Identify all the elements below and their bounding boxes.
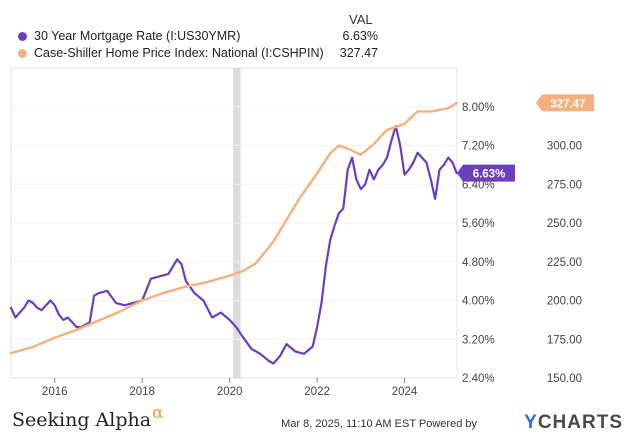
y-left-tick-label: 6.40% (462, 179, 495, 191)
chart-legend: VAL 30 Year Mortgage Rate (I:US30YMR) 6.… (0, 0, 635, 70)
y-right-tick-label: 150.00 (547, 373, 582, 385)
legend-value-home-price-index: 327.47 (339, 46, 378, 60)
mortgage-rate-value-label: 6.63% (473, 169, 506, 181)
x-tick-label: 2024 (392, 386, 418, 398)
y-left-tick-label: 4.00% (462, 296, 495, 308)
y-left-tick-label: 2.40% (462, 373, 495, 385)
x-tick-label: 2016 (42, 386, 68, 398)
ycharts-logo-text: CHARTS (537, 412, 623, 433)
y-left-tick-label: 5.60% (462, 218, 495, 230)
seeking-alpha-logo: Seeking Alphaα (12, 403, 164, 431)
legend-item-mortgage-rate[interactable]: 30 Year Mortgage Rate (I:US30YMR) 6.63% (18, 29, 378, 47)
alpha-icon: α (152, 403, 164, 423)
y-right-tick-label: 250.00 (547, 218, 582, 230)
y-right-tick-label: 225.00 (547, 257, 582, 269)
y-left-tick-label: 3.20% (462, 334, 495, 346)
y-right-tick-label: 175.00 (547, 334, 582, 346)
mortgage-rate-flag (457, 164, 515, 182)
x-tick-label: 2020 (217, 386, 243, 398)
y-right-tick-label: 275.00 (547, 179, 582, 191)
chart-timestamp: Mar 8, 2025, 11:10 AM EST Powered by (281, 418, 477, 430)
x-tick-label: 2018 (129, 386, 155, 398)
footer: Seeking Alphaα Mar 8, 2025, 11:10 AM EST… (0, 403, 635, 439)
home-price-index-value-label: 327.47 (550, 98, 585, 110)
ycharts-logo-y: Y (524, 412, 538, 433)
series-line-mortgage-rate (9, 124, 458, 365)
legend-label-home-price-index: Case-Shiller Home Price Index: National … (34, 46, 324, 60)
y-left-tick-label: 4.80% (462, 257, 495, 269)
home-price-index-flag (536, 94, 594, 112)
legend-label-mortgage-rate: 30 Year Mortgage Rate (I:US30YMR) (34, 29, 241, 43)
x-tick-label: 2022 (304, 386, 330, 398)
legend-value-mortgage-rate: 6.63% (342, 29, 378, 43)
legend-swatch-home-price-index (18, 49, 27, 58)
brand-text: Seeking Alpha (12, 409, 152, 431)
y-left-tick-label: 7.20% (462, 141, 495, 153)
legend-value-header: VAL (349, 12, 373, 27)
series-line-home-price-index (9, 101, 458, 355)
ycharts-logo[interactable]: YCHARTS (524, 412, 623, 434)
y-right-tick-label: 300.00 (547, 141, 582, 153)
y-right-tick-label: 200.00 (547, 296, 582, 308)
legend-swatch-mortgage-rate (18, 32, 27, 41)
y-left-tick-label: 8.00% (462, 102, 495, 114)
legend-item-home-price-index[interactable]: Case-Shiller Home Price Index: National … (18, 46, 378, 64)
